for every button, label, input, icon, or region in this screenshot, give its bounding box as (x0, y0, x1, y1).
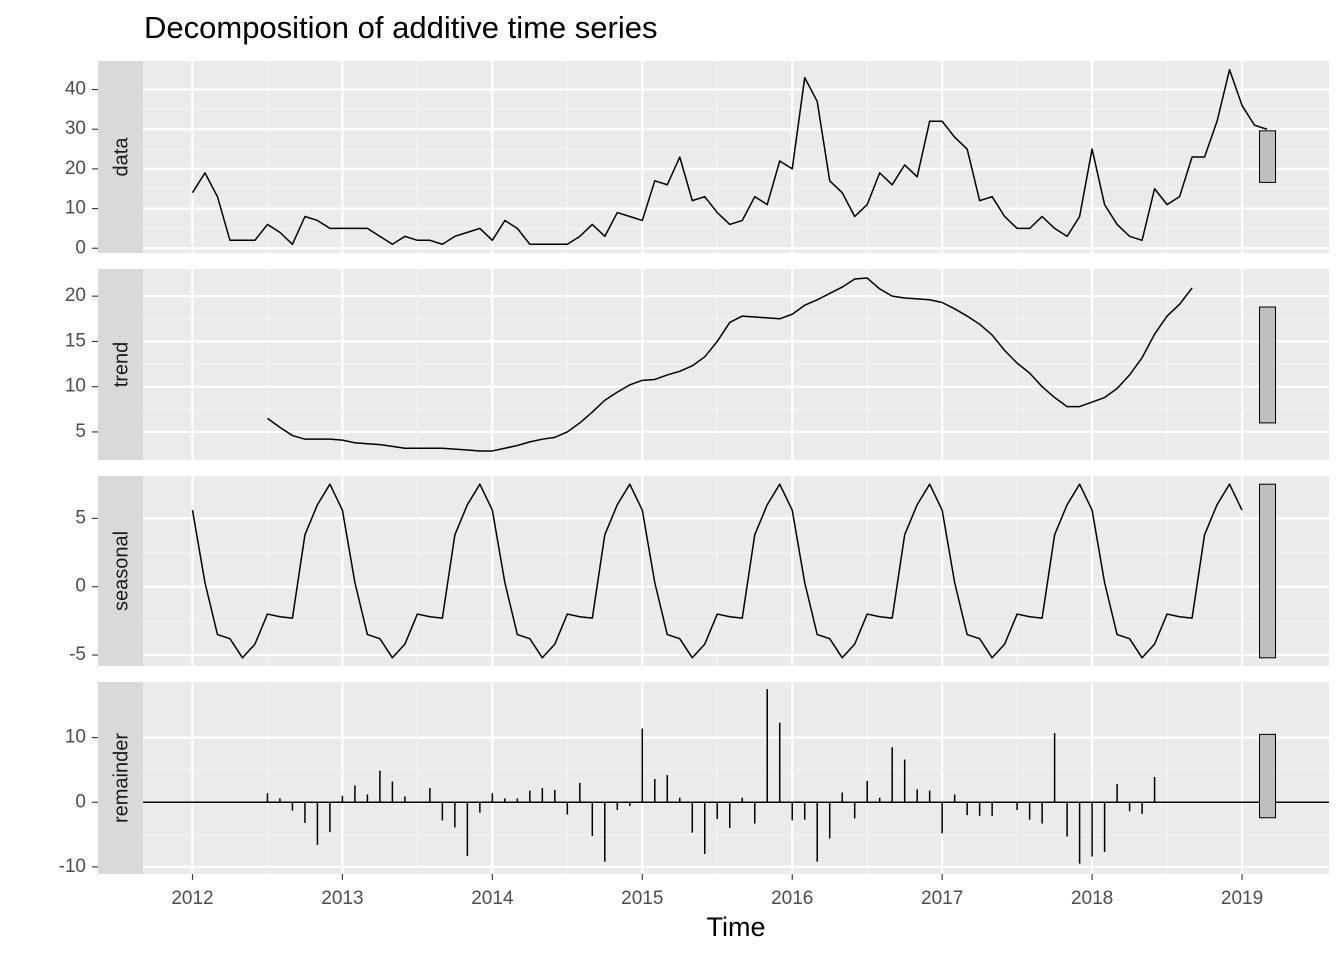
x-tick-label: 2018 (1071, 888, 1113, 909)
panel-strip (98, 61, 143, 253)
panel-seasonal: seasonal -5 0 5 (69, 476, 1329, 666)
y-tick-label: 5 (75, 421, 86, 442)
y-tick-label: 10 (65, 198, 86, 219)
y-tick-label: 0 (75, 576, 86, 597)
scale-bar (1259, 306, 1277, 424)
y-tick-label: 40 (65, 79, 86, 100)
strip-label-seasonal: seasonal (110, 531, 132, 611)
y-tick-label: 10 (65, 727, 86, 748)
panel-strip (98, 476, 143, 666)
scale-bar (1259, 733, 1277, 819)
y-tick-label: 0 (75, 791, 86, 812)
y-tick-label: 10 (65, 376, 86, 397)
strip-label-data: data (110, 137, 132, 177)
seasonal-series-line (191, 483, 1243, 659)
panel-data: data 0 10 20 30 40 (65, 61, 1329, 258)
y-tick-label: -5 (69, 644, 86, 665)
y-tick-label: 20 (65, 158, 86, 179)
strip-label-remainder: remainder (110, 733, 132, 823)
y-tick-label: -10 (59, 856, 86, 877)
y-tick-label: 20 (65, 285, 86, 306)
data-series-line (191, 68, 1268, 246)
panel-background (143, 61, 1329, 253)
x-tick-label: 2019 (1221, 888, 1263, 909)
y-tick-label: 15 (65, 330, 86, 351)
panel-strip (98, 269, 143, 460)
chart-title: Decomposition of additive time series (144, 10, 658, 45)
y-tick-label: 0 (75, 237, 86, 258)
x-tick-label: 2016 (771, 888, 813, 909)
panel-background (143, 682, 1329, 874)
scale-bar (1259, 483, 1277, 659)
x-tick-label: 2015 (621, 888, 663, 909)
y-tick-label: 5 (75, 507, 86, 528)
strip-label-trend: trend (110, 342, 132, 388)
x-tick-label: 2012 (171, 888, 213, 909)
panel-strip (98, 682, 143, 874)
scale-bar (1259, 130, 1277, 183)
x-axis-title: Time (706, 912, 766, 942)
y-tick-label: 30 (65, 118, 86, 139)
panel-trend: trend 5 10 15 20 (65, 269, 1329, 460)
trend-series-line (267, 277, 1193, 452)
panel-background (143, 476, 1329, 666)
x-tick-label: 2014 (471, 888, 514, 909)
x-tick-label: 2013 (321, 888, 363, 909)
panel-remainder: remainder -10 0 10 (59, 682, 1329, 877)
x-tick-label: 2017 (921, 888, 963, 909)
